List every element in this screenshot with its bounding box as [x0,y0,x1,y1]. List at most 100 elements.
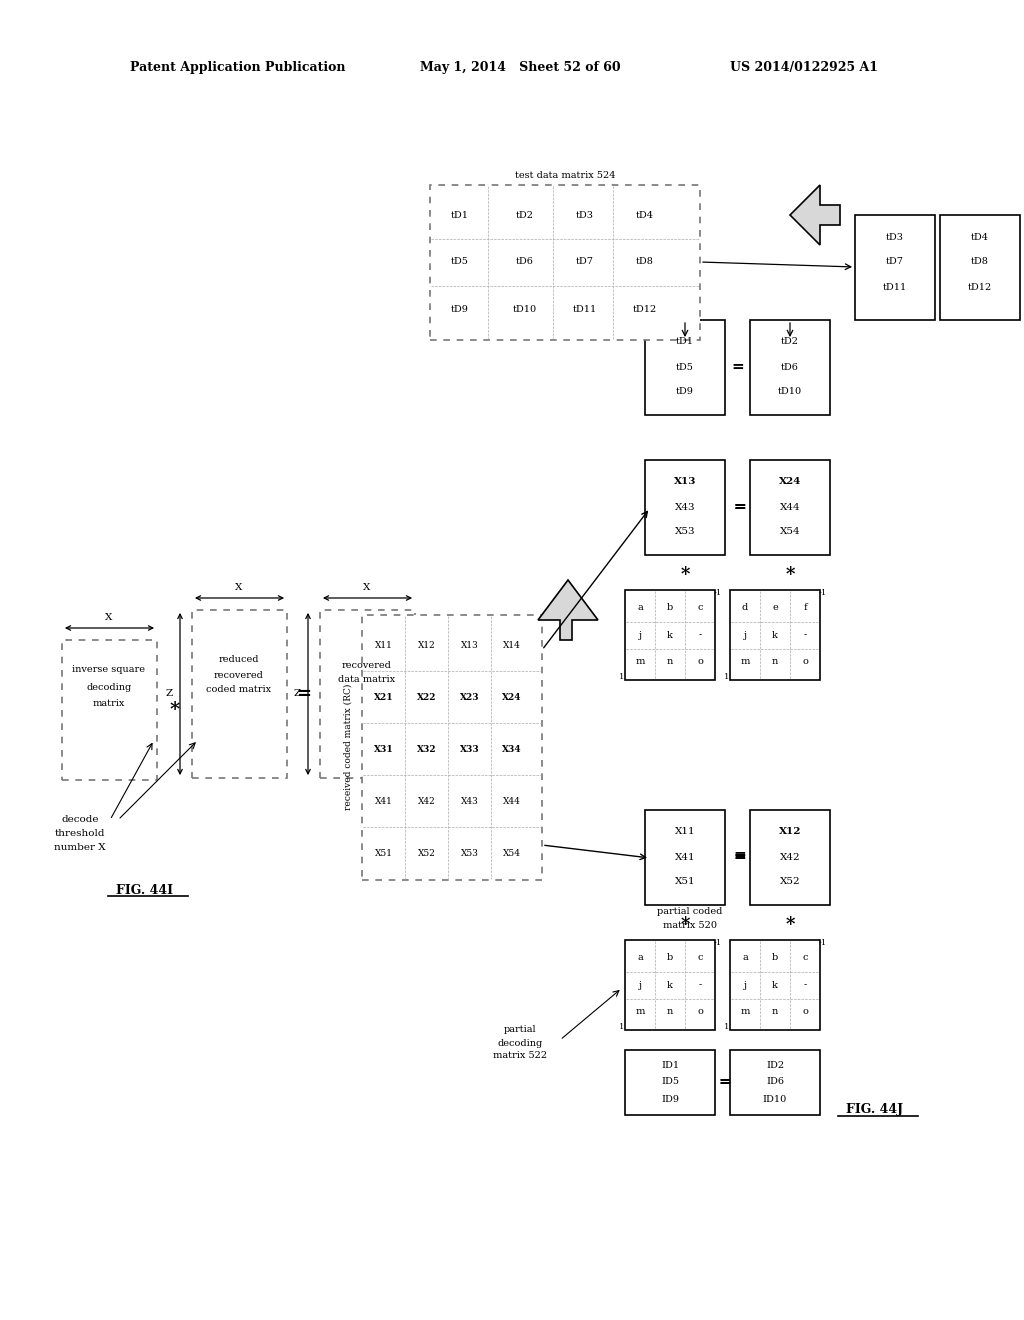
Text: n: n [667,657,673,667]
Text: -: - [698,981,701,990]
Text: X33: X33 [460,744,480,754]
Text: a: a [742,953,748,962]
Text: decoding: decoding [498,1039,543,1048]
Text: -1: -1 [714,939,722,946]
Bar [645,319,725,414]
Text: 1: 1 [724,1023,730,1031]
Text: US 2014/0122925 A1: US 2014/0122925 A1 [730,62,878,74]
Text: X11: X11 [675,828,695,837]
Text: e: e [772,603,778,612]
Text: matrix: matrix [93,700,125,709]
Text: -: - [804,631,807,639]
Text: X41: X41 [375,796,393,805]
Text: X34: X34 [502,744,522,754]
Text: tD1: tD1 [451,210,469,219]
Bar [645,810,725,906]
Text: ID2: ID2 [766,1060,784,1069]
Polygon shape [538,579,598,640]
Text: *: * [680,566,690,583]
Text: tD7: tD7 [886,257,904,267]
Text: ID9: ID9 [662,1094,679,1104]
Text: data matrix: data matrix [339,676,395,685]
Text: tD4: tD4 [636,210,654,219]
Text: matrix 522: matrix 522 [493,1052,547,1060]
Bar [750,319,830,414]
Text: tD10: tD10 [778,388,802,396]
Bar [62,640,157,780]
Text: X13: X13 [674,478,696,487]
Text: m: m [635,1007,645,1016]
Text: c: c [802,953,808,962]
Text: number X: number X [54,843,105,853]
Text: X12: X12 [778,828,801,837]
Text: X52: X52 [779,878,801,887]
Text: 1: 1 [620,673,625,681]
Text: X24: X24 [502,693,522,701]
Bar [750,459,830,554]
Text: a: a [637,953,643,962]
Bar [855,215,935,319]
Text: *: * [170,701,180,719]
Text: coded matrix: coded matrix [207,685,271,694]
Text: j: j [743,631,746,639]
Text: m: m [635,657,645,667]
Text: =: = [733,850,746,865]
Text: n: n [772,1007,778,1016]
Bar [730,940,820,1030]
Text: partial: partial [504,1026,537,1035]
Text: X11: X11 [375,640,393,649]
Text: tD2: tD2 [781,338,799,346]
Text: k: k [772,981,778,990]
Text: tD4: tD4 [971,232,989,242]
Bar [645,459,725,554]
Text: X: X [364,583,371,593]
Bar [625,1049,715,1115]
Text: tD3: tD3 [886,232,904,242]
Text: tD8: tD8 [636,257,654,267]
Text: k: k [667,631,673,639]
Text: X14: X14 [503,640,521,649]
Text: n: n [667,1007,673,1016]
Bar [319,610,415,777]
Bar [193,610,287,777]
Text: received coded matrix (RC): received coded matrix (RC) [343,684,352,810]
Text: X42: X42 [418,796,436,805]
Text: b: b [667,953,673,962]
Text: b: b [667,603,673,612]
Bar [750,810,830,906]
Text: tD6: tD6 [516,257,534,267]
Text: partial coded: partial coded [657,908,723,916]
Text: X51: X51 [375,849,393,858]
Text: May 1, 2014   Sheet 52 of 60: May 1, 2014 Sheet 52 of 60 [420,62,621,74]
Text: tD8: tD8 [971,257,989,267]
Text: tD12: tD12 [633,305,657,314]
Text: recovered: recovered [342,660,392,669]
Text: o: o [697,1007,702,1016]
Text: X53: X53 [461,849,479,858]
Text: tD5: tD5 [676,363,694,371]
Text: j: j [638,631,642,639]
Text: tD5: tD5 [451,257,469,267]
Text: tD6: tD6 [781,363,799,371]
Text: =: = [719,1074,731,1089]
Text: tD7: tD7 [575,257,594,267]
Text: a: a [637,603,643,612]
Text: ID1: ID1 [660,1060,679,1069]
Text: c: c [697,953,702,962]
Text: X21: X21 [374,693,394,701]
Text: o: o [802,657,808,667]
Text: inverse square: inverse square [73,665,145,675]
Text: X51: X51 [675,878,695,887]
Bar [730,1049,820,1115]
Text: -1: -1 [819,589,827,597]
Text: k: k [772,631,778,639]
Text: c: c [697,603,702,612]
Text: threshold: threshold [54,829,105,838]
Text: =: = [733,500,746,513]
Text: X31: X31 [374,744,394,754]
Text: b: b [772,953,778,962]
Text: m: m [740,1007,750,1016]
Bar [940,215,1020,319]
Text: j: j [743,981,746,990]
Bar [625,940,715,1030]
